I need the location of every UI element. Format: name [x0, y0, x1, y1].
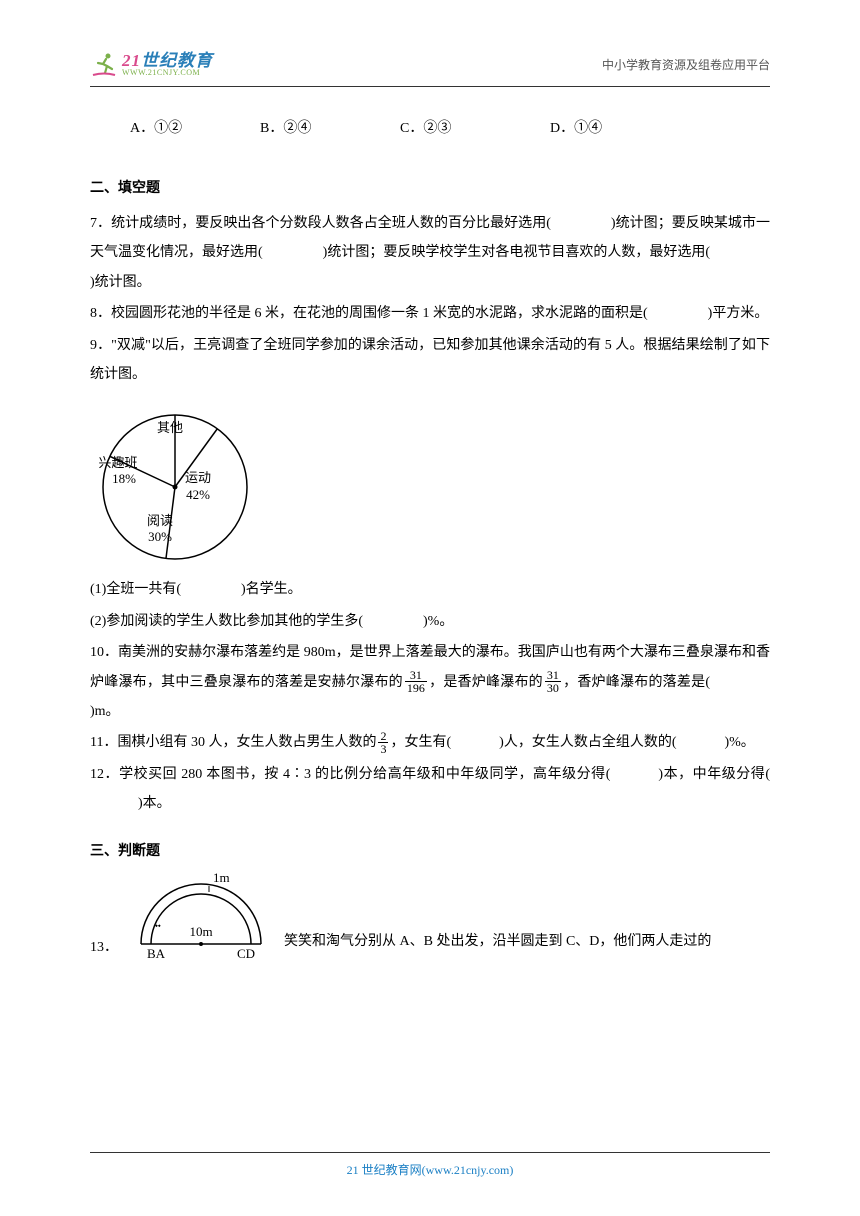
q13-num: 13．	[90, 933, 118, 962]
page-footer: 21 世纪教育网(www.21cnjy.com)	[90, 1152, 770, 1178]
q11-p1: 11．围棋小组有 30 人，女生人数占男生人数的	[90, 735, 376, 750]
q10-f1-den: 196	[405, 682, 427, 694]
option-a: A．①②	[130, 117, 260, 137]
q12-p2: )本，中年级分得(	[658, 767, 770, 782]
logo-main: 21世纪教育	[122, 52, 213, 69]
q7-p3: )统计图；要反映学校学生对各电视节目喜欢的人数，最好选用(	[323, 245, 710, 260]
header-platform-text: 中小学教育资源及组卷应用平台	[602, 56, 770, 73]
q9-1b: )名学生。	[241, 582, 302, 597]
svg-text:42%: 42%	[186, 487, 210, 502]
question-9-1: (1)全班一共有( )名学生。	[90, 575, 770, 604]
q12-p3: )本。	[138, 796, 171, 811]
svg-text:BA: BA	[147, 946, 166, 961]
svg-text:1m: 1m	[213, 872, 230, 885]
q11-f-den: 3	[378, 743, 388, 755]
question-12: 12．学校买回 280 本图书，按 4∶3 的比例分给高年级和中年级同学，高年级…	[90, 760, 770, 819]
q12-p1: 12．学校买回 280 本图书，按 4∶3 的比例分给高年级和中年级同学，高年级…	[90, 767, 610, 782]
q11-f-num: 2	[378, 730, 388, 743]
option-d: D．①④	[550, 117, 650, 137]
section-2-title: 二、填空题	[90, 177, 770, 197]
footer-divider	[90, 1152, 770, 1153]
svg-text:其他: 其他	[157, 420, 183, 435]
q10-p4: )m。	[90, 704, 120, 719]
q7-p1: 7．统计成绩时，要反映出各个分数段人数各占全班人数的百分比最好选用(	[90, 216, 551, 231]
q8-p2: )平方米。	[708, 306, 769, 321]
q10-f2-den: 30	[545, 682, 561, 694]
header-divider	[90, 86, 770, 87]
svg-text:18%: 18%	[112, 471, 136, 486]
logo-brand: 世纪教育	[141, 51, 213, 70]
svg-text:30%: 30%	[148, 529, 172, 544]
svg-text:10m: 10m	[189, 924, 212, 939]
question-11: 11．围棋小组有 30 人，女生人数占男生人数的23，女生有( )人，女生人数占全…	[90, 728, 770, 757]
q10-frac-1: 31196	[405, 669, 427, 694]
page-header: 21世纪教育 WWW.21CNJY.COM 中小学教育资源及组卷应用平台	[90, 50, 770, 78]
runner-icon	[90, 50, 118, 78]
question-13: 13． 1m 10m BA CD ⬩⬩ 笑笑和淘气分别从 A、B 处出发，沿半圆走到 C…	[90, 872, 770, 962]
q9-2b: )%。	[423, 614, 453, 629]
logo: 21世纪教育 WWW.21CNJY.COM	[90, 50, 213, 78]
logo-text: 21世纪教育 WWW.21CNJY.COM	[122, 52, 213, 77]
svg-text:⬩⬩: ⬩⬩	[155, 921, 161, 930]
question-10: 10．南美洲的安赫尔瀑布落差约是 980m，是世界上落差最大的瀑布。我国庐山也有…	[90, 638, 770, 726]
mc-options: A．①② B．②④ C．②③ D．①④	[130, 117, 770, 137]
svg-text:阅读: 阅读	[147, 513, 173, 528]
q7-p4: )统计图。	[90, 275, 151, 290]
q10-frac-2: 3130	[545, 669, 561, 694]
option-c: C．②③	[400, 117, 550, 137]
q11-p2: ，女生有(	[390, 735, 451, 750]
svg-text:CD: CD	[237, 946, 255, 961]
logo-url: WWW.21CNJY.COM	[122, 69, 213, 77]
pie-chart: 其他运动 42% 阅读30% 兴趣班18%	[90, 397, 260, 567]
q10-p3: ，香炉峰瀑布的落差是(	[563, 675, 710, 690]
q9-2a: (2)参加阅读的学生人数比参加其他的学生多(	[90, 614, 363, 629]
semicircle-diagram: 1m 10m BA CD ⬩⬩	[126, 872, 276, 962]
question-7: 7．统计成绩时，要反映出各个分数段人数各占全班人数的百分比最好选用( )统计图；要…	[90, 209, 770, 297]
svg-text:兴趣班: 兴趣班	[98, 455, 137, 470]
logo-21: 21	[122, 51, 141, 70]
section-3-title: 三、判断题	[90, 840, 770, 860]
question-9-2: (2)参加阅读的学生人数比参加其他的学生多( )%。	[90, 607, 770, 636]
q13-text: 笑笑和淘气分别从 A、B 处出发，沿半圆走到 C、D，他们两人走过的	[284, 927, 711, 962]
q9-1a: (1)全班一共有(	[90, 582, 181, 597]
footer-text: 21 世纪教育网(www.21cnjy.com)	[90, 1161, 770, 1178]
option-b: B．②④	[260, 117, 400, 137]
q8-p1: 8．校园圆形花池的半径是 6 米，在花池的周围修一条 1 米宽的水泥路，求水泥路…	[90, 306, 648, 321]
q11-p4: )%。	[724, 735, 754, 750]
q11-frac: 23	[378, 730, 388, 755]
question-9-intro: 9．"双减"以后，王亮调查了全班同学参加的课余活动，已知参加其他课余活动的有 5…	[90, 331, 770, 390]
q11-p3: )人，女生人数占全组人数的(	[499, 735, 676, 750]
q10-f1-num: 31	[405, 669, 427, 682]
question-8: 8．校园圆形花池的半径是 6 米，在花池的周围修一条 1 米宽的水泥路，求水泥路…	[90, 299, 770, 328]
svg-text:运动: 运动	[185, 470, 211, 485]
q10-f2-num: 31	[545, 669, 561, 682]
q10-p2: ，是香炉峰瀑布的	[429, 675, 543, 690]
